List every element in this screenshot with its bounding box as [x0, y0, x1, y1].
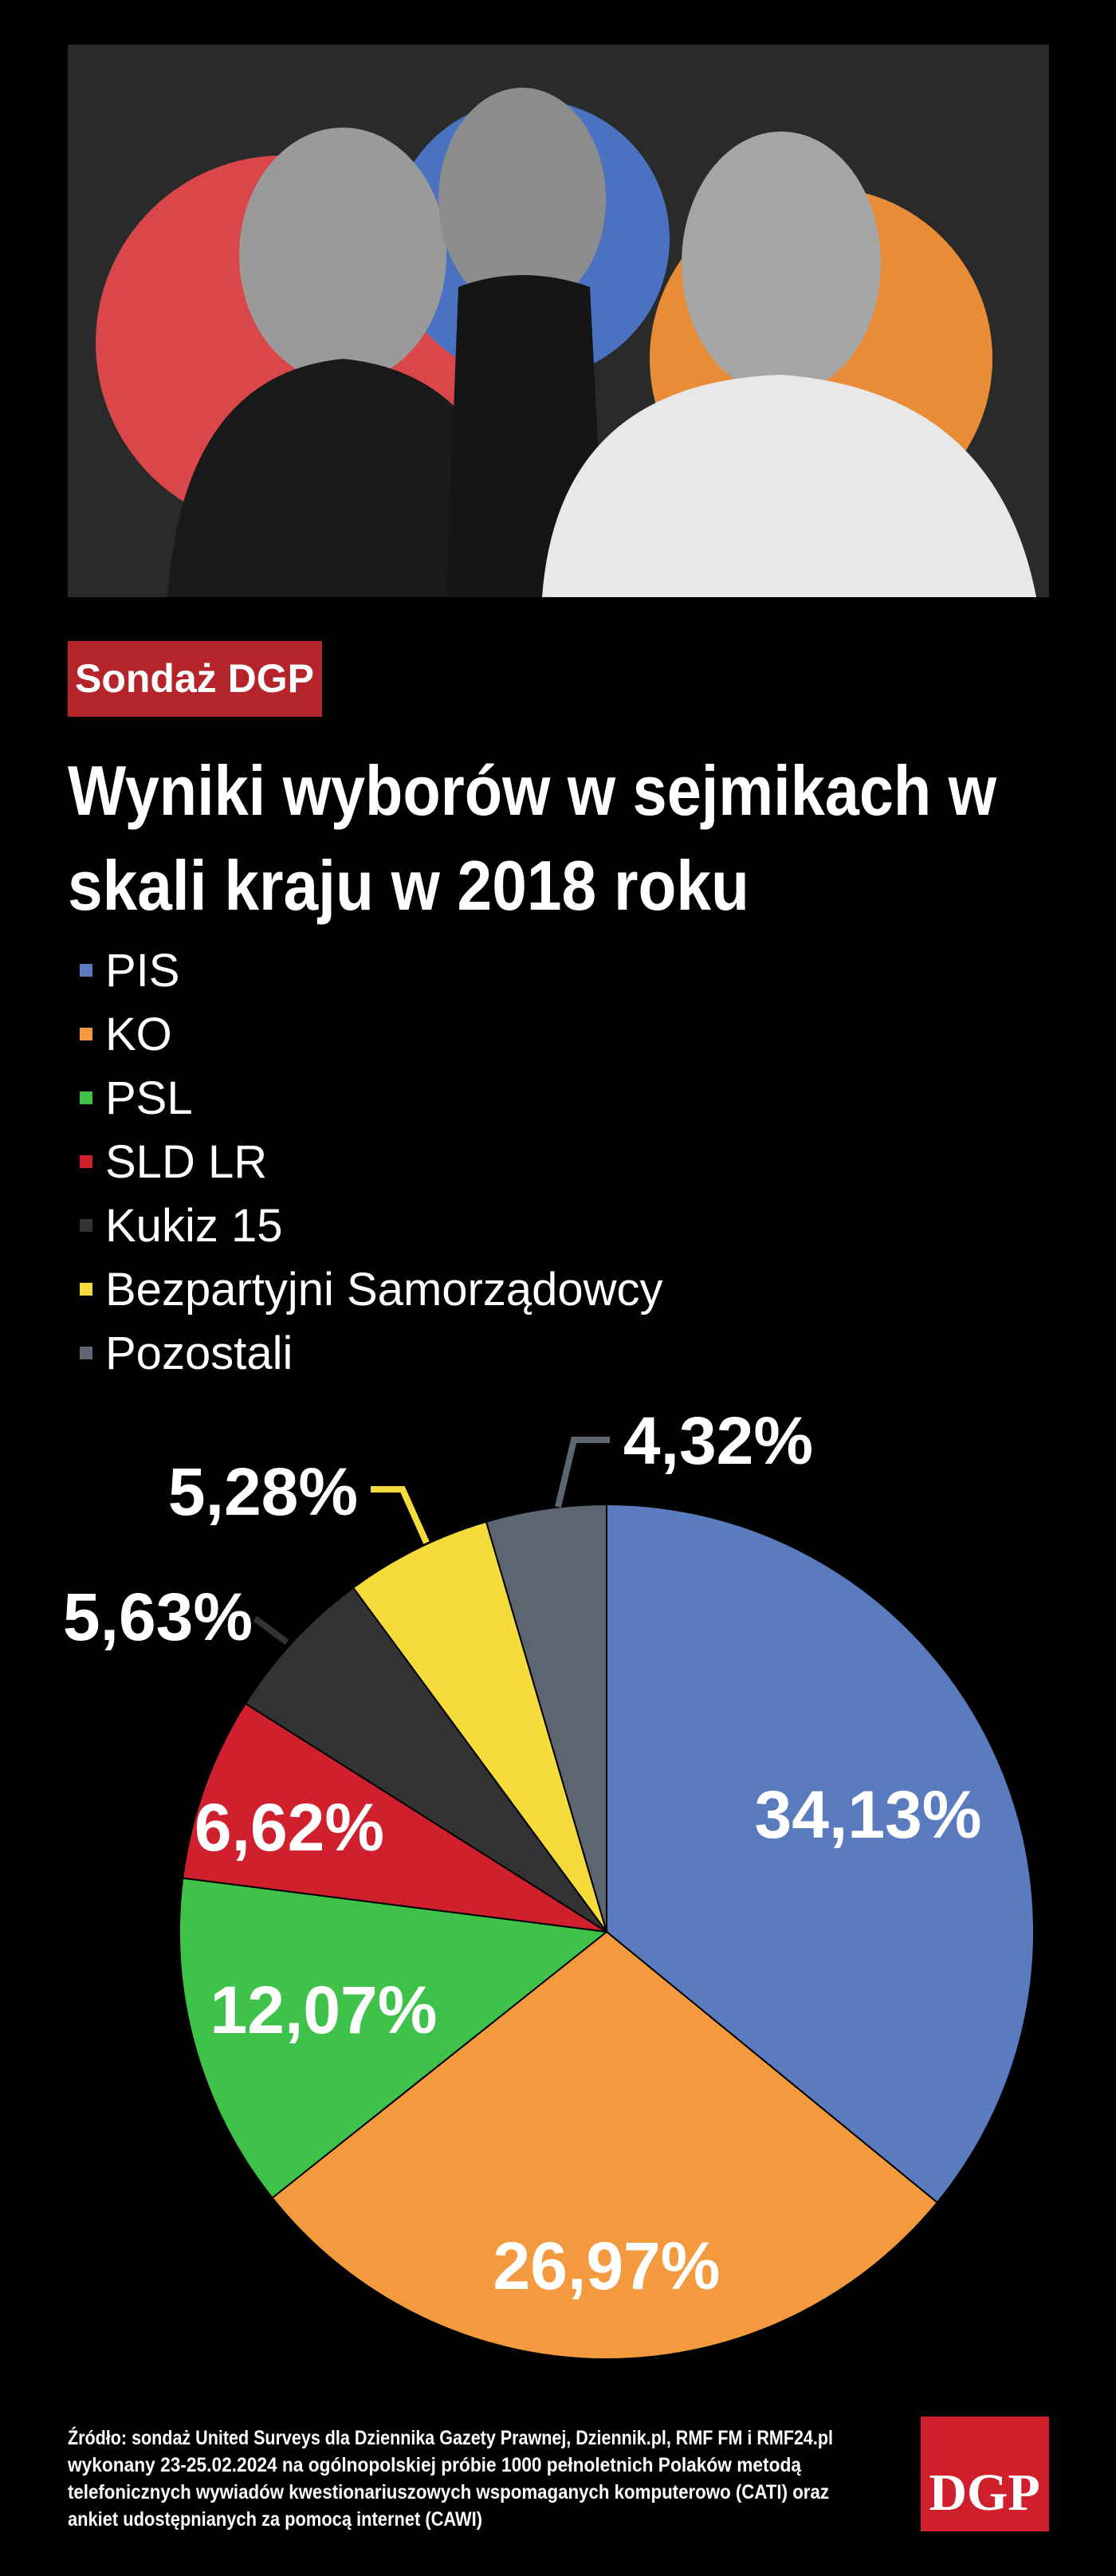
- value-label: 4,32%: [623, 1403, 813, 1478]
- legend-swatch: [80, 1283, 92, 1296]
- logo: DGP: [929, 2464, 1039, 2522]
- pie-slice: [244, 1587, 607, 1933]
- pie-slice: [485, 1503, 607, 1933]
- logo-bg: [921, 2417, 1049, 2531]
- pie-slice: [352, 1520, 607, 1933]
- value-label: 26,97%: [493, 2228, 721, 2303]
- source: wykonany 23-25.02.2024 na ogólnopolskiej…: [67, 2454, 802, 2476]
- legend-label: Pozostali: [105, 1327, 293, 1379]
- pie-slice: [179, 1877, 609, 2200]
- pie-slice: [606, 1503, 1035, 2204]
- legend-swatch: [80, 1347, 92, 1359]
- legend-label: PIS: [105, 945, 180, 997]
- badge-bg: [68, 641, 322, 717]
- legend-swatch: [80, 1219, 92, 1232]
- photo: [68, 45, 1049, 597]
- pie-slice: [182, 1702, 607, 1933]
- legend-swatch: [80, 1028, 92, 1040]
- chart-title: skali kraju w 2018 roku: [68, 846, 749, 925]
- legend-label: KO: [105, 1009, 172, 1060]
- value-label: 5,28%: [168, 1454, 358, 1529]
- source: Źródło: sondaż United Surveys dla Dzienn…: [68, 2426, 833, 2449]
- value-label: 5,63%: [63, 1579, 253, 1654]
- value-label: 34,13%: [755, 1777, 982, 1852]
- legend-swatch: [80, 1091, 92, 1104]
- legend-swatch: [80, 964, 92, 977]
- source: ankiet udostępnianych za pomocą internet…: [68, 2508, 482, 2531]
- leader-line: [253, 1615, 289, 1646]
- legend-swatch: [80, 1155, 92, 1168]
- legend-label: SLD LR: [105, 1136, 267, 1188]
- badge: Sondaż DGP: [75, 656, 314, 701]
- legend-label: Kukiz 15: [105, 1200, 282, 1252]
- pie-slice: [271, 1930, 939, 2360]
- leader-line: [555, 1437, 610, 1508]
- leader-line: [371, 1486, 430, 1544]
- value-label: 12,07%: [210, 1972, 438, 2047]
- chart-title: Wyniki wyborów w sejmikach w: [68, 751, 996, 830]
- source: telefonicznych wywiadów kwestionariuszow…: [68, 2481, 829, 2503]
- legend-label: Bezpartyjni Samorządowcy: [105, 1264, 663, 1316]
- value-label: 6,62%: [195, 1790, 384, 1865]
- legend-label: PSL: [105, 1072, 193, 1124]
